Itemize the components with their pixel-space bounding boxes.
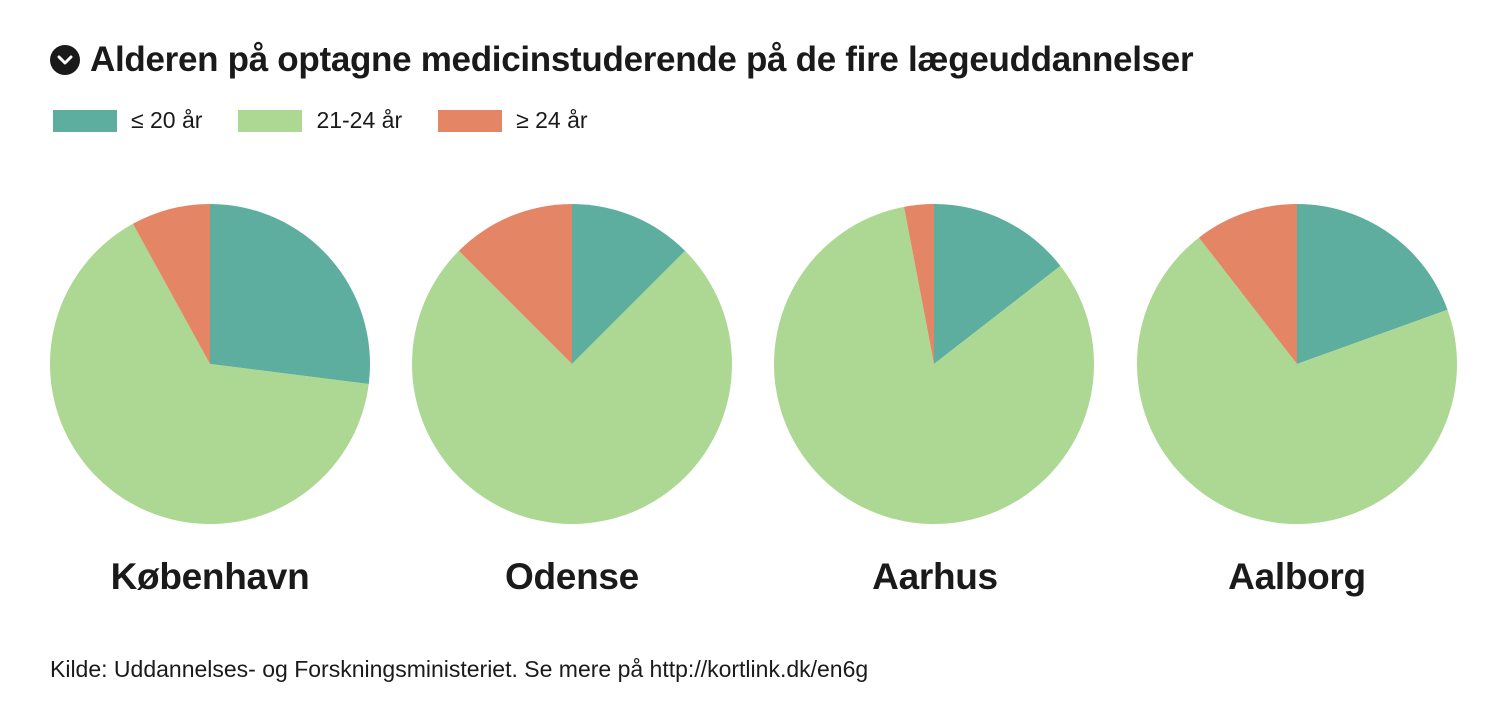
legend-swatch	[53, 109, 117, 132]
pie-3	[1136, 204, 1457, 524]
legend-label: 21-24 år	[316, 107, 403, 133]
legend-item-under-20: ≤ 20 år	[53, 107, 202, 134]
pie-slice-under-20	[210, 204, 370, 385]
legend-swatch	[238, 109, 303, 132]
pie-slice-21-24	[50, 223, 369, 524]
pie-slice-over-24	[458, 204, 572, 364]
legend-label: ≥ 24 år	[516, 107, 588, 133]
chart-header: Alderen på optagne medicinstuderende på …	[50, 40, 1194, 80]
pie-label-aarhus: Aarhus	[872, 556, 998, 597]
pie-2	[774, 204, 1094, 524]
legend-item-21-24: 21-24 år	[238, 107, 402, 134]
pie-slice-over-24	[132, 204, 210, 364]
pie-label-koebenhavn: København	[110, 556, 310, 597]
pie-slice-21-24	[1136, 237, 1457, 524]
source-note: Kilde: Uddannelses- og Forskningsministe…	[50, 656, 869, 682]
pie-slice-under-20	[934, 204, 1061, 364]
pie-label-odense: Odense	[505, 556, 639, 597]
pie-slice-21-24	[412, 250, 732, 524]
pie-slice-under-20	[1297, 204, 1448, 364]
pie-slice-over-24	[1198, 204, 1297, 364]
pie-1	[412, 204, 732, 524]
legend: ≤ 20 år 21-24 år ≥ 24 år	[53, 107, 624, 134]
pie-label-aalborg: Aalborg	[1228, 556, 1366, 597]
chart-title: Alderen på optagne medicinstuderende på …	[90, 40, 1194, 79]
pie-0	[50, 204, 370, 524]
pie-slice-over-24	[904, 204, 934, 364]
pie-slice-21-24	[774, 206, 1094, 524]
legend-label: ≤ 20 år	[131, 107, 203, 133]
legend-swatch	[438, 109, 503, 132]
chevron-down-icon[interactable]	[50, 45, 80, 75]
pie-slice-under-20	[572, 204, 686, 364]
legend-item-over-24: ≥ 24 år	[438, 107, 588, 134]
